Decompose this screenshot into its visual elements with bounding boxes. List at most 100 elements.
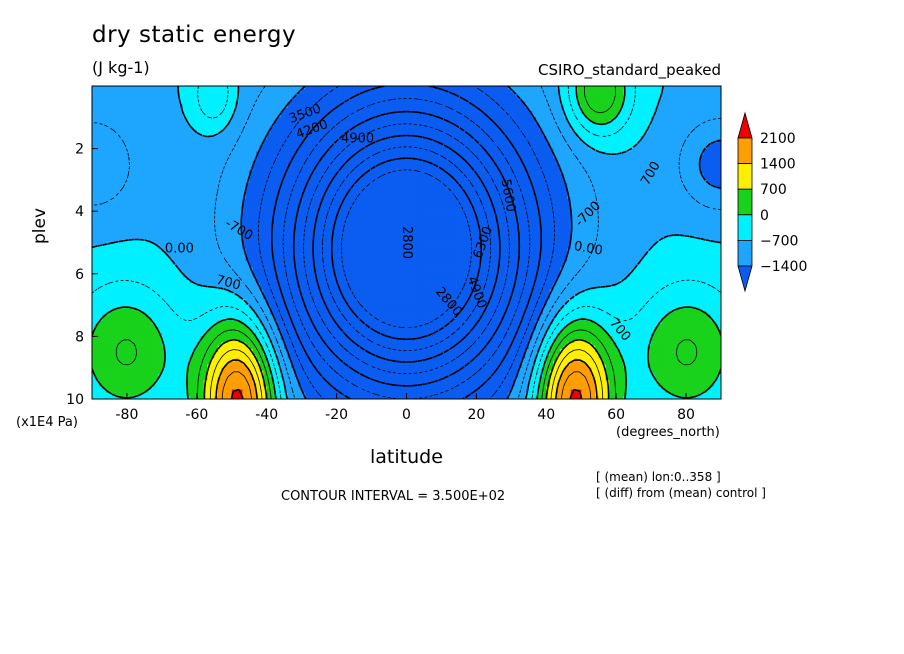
field-cell — [651, 164, 655, 168]
field-cell — [637, 167, 642, 171]
field-cell — [294, 157, 299, 162]
field-cell — [637, 126, 642, 131]
field-cell — [95, 157, 100, 162]
field-cell — [301, 161, 306, 165]
field-cell — [462, 167, 467, 171]
field-cell — [700, 111, 704, 115]
field-cell — [717, 98, 721, 103]
field-cell — [658, 129, 662, 134]
field-cell — [210, 161, 215, 165]
field-cell — [193, 117, 198, 121]
field-cell — [109, 98, 114, 103]
field-cell — [298, 164, 303, 168]
field-cell — [479, 167, 484, 171]
field-cell — [228, 145, 233, 149]
field-cell — [472, 98, 477, 103]
field-cell — [644, 98, 649, 103]
field-cell — [231, 136, 236, 140]
field-cell — [563, 154, 568, 159]
field-cell — [609, 132, 614, 137]
field-cell — [361, 95, 365, 99]
field-cell — [319, 161, 324, 165]
field-cell — [413, 132, 418, 137]
field-cell — [668, 120, 673, 124]
field-cell — [458, 132, 463, 137]
field-cell — [200, 161, 205, 165]
field-cell — [630, 145, 635, 149]
field-cell — [560, 101, 565, 106]
field-cell — [203, 151, 208, 156]
field-cell — [224, 89, 229, 93]
field-cell — [658, 142, 662, 146]
field-cell — [563, 95, 568, 99]
field-cell — [130, 114, 135, 118]
field-cell — [102, 101, 107, 106]
field-cell — [301, 129, 306, 134]
field-cell — [476, 114, 481, 118]
field-cell — [287, 95, 292, 99]
field-cell — [326, 89, 331, 93]
field-cell — [326, 139, 331, 143]
field-cell — [535, 111, 540, 115]
field-cell — [186, 142, 191, 146]
field-cell — [479, 114, 484, 118]
field-cell — [147, 154, 152, 159]
field-cell — [430, 148, 435, 153]
field-cell — [546, 151, 551, 156]
field-cell — [665, 89, 669, 93]
field-cell — [535, 161, 540, 165]
field-cell — [521, 142, 526, 146]
field-cell — [273, 86, 278, 90]
field-cell — [319, 123, 324, 128]
field-cell — [308, 139, 313, 143]
field-cell — [665, 148, 669, 153]
field-cell — [98, 139, 103, 143]
field-cell — [375, 107, 379, 112]
field-cell — [616, 154, 621, 159]
field-cell — [137, 167, 142, 171]
field-cell — [284, 114, 289, 118]
field-cell — [336, 107, 341, 112]
field-cell — [528, 139, 533, 143]
field-cell — [658, 151, 662, 156]
field-cell — [378, 161, 383, 165]
field-cell — [98, 101, 103, 106]
field-cell — [189, 120, 194, 124]
field-cell — [378, 151, 383, 156]
field-cell — [626, 164, 631, 168]
field-cell — [161, 154, 166, 159]
field-cell — [123, 98, 128, 103]
field-cell — [186, 92, 191, 96]
field-cell — [172, 148, 177, 153]
field-cell — [287, 154, 292, 159]
field-cell — [577, 111, 582, 115]
field-cell — [224, 151, 229, 156]
field-cell — [196, 104, 201, 109]
field-cell — [315, 95, 320, 99]
field-cell — [161, 132, 166, 137]
field-cell — [326, 142, 331, 146]
field-cell — [333, 167, 338, 171]
field-cell — [144, 145, 149, 149]
field-cell — [228, 114, 233, 118]
field-cell — [364, 104, 369, 109]
field-cell — [556, 120, 561, 124]
field-cell — [700, 164, 704, 168]
field-cell — [549, 129, 554, 134]
field-cell — [350, 136, 355, 140]
field-cell — [119, 126, 124, 131]
field-cell — [682, 129, 687, 134]
field-cell — [679, 114, 683, 118]
field-cell — [364, 132, 369, 137]
field-cell — [193, 151, 198, 156]
field-cell — [483, 111, 488, 115]
field-cell — [476, 95, 481, 99]
field-cell — [619, 154, 624, 159]
field-cell — [347, 117, 351, 121]
field-cell — [319, 142, 324, 146]
field-cell — [458, 167, 463, 171]
field-cell — [112, 126, 117, 131]
field-cell — [661, 154, 666, 159]
field-cell — [654, 129, 659, 134]
field-cell — [490, 151, 495, 156]
